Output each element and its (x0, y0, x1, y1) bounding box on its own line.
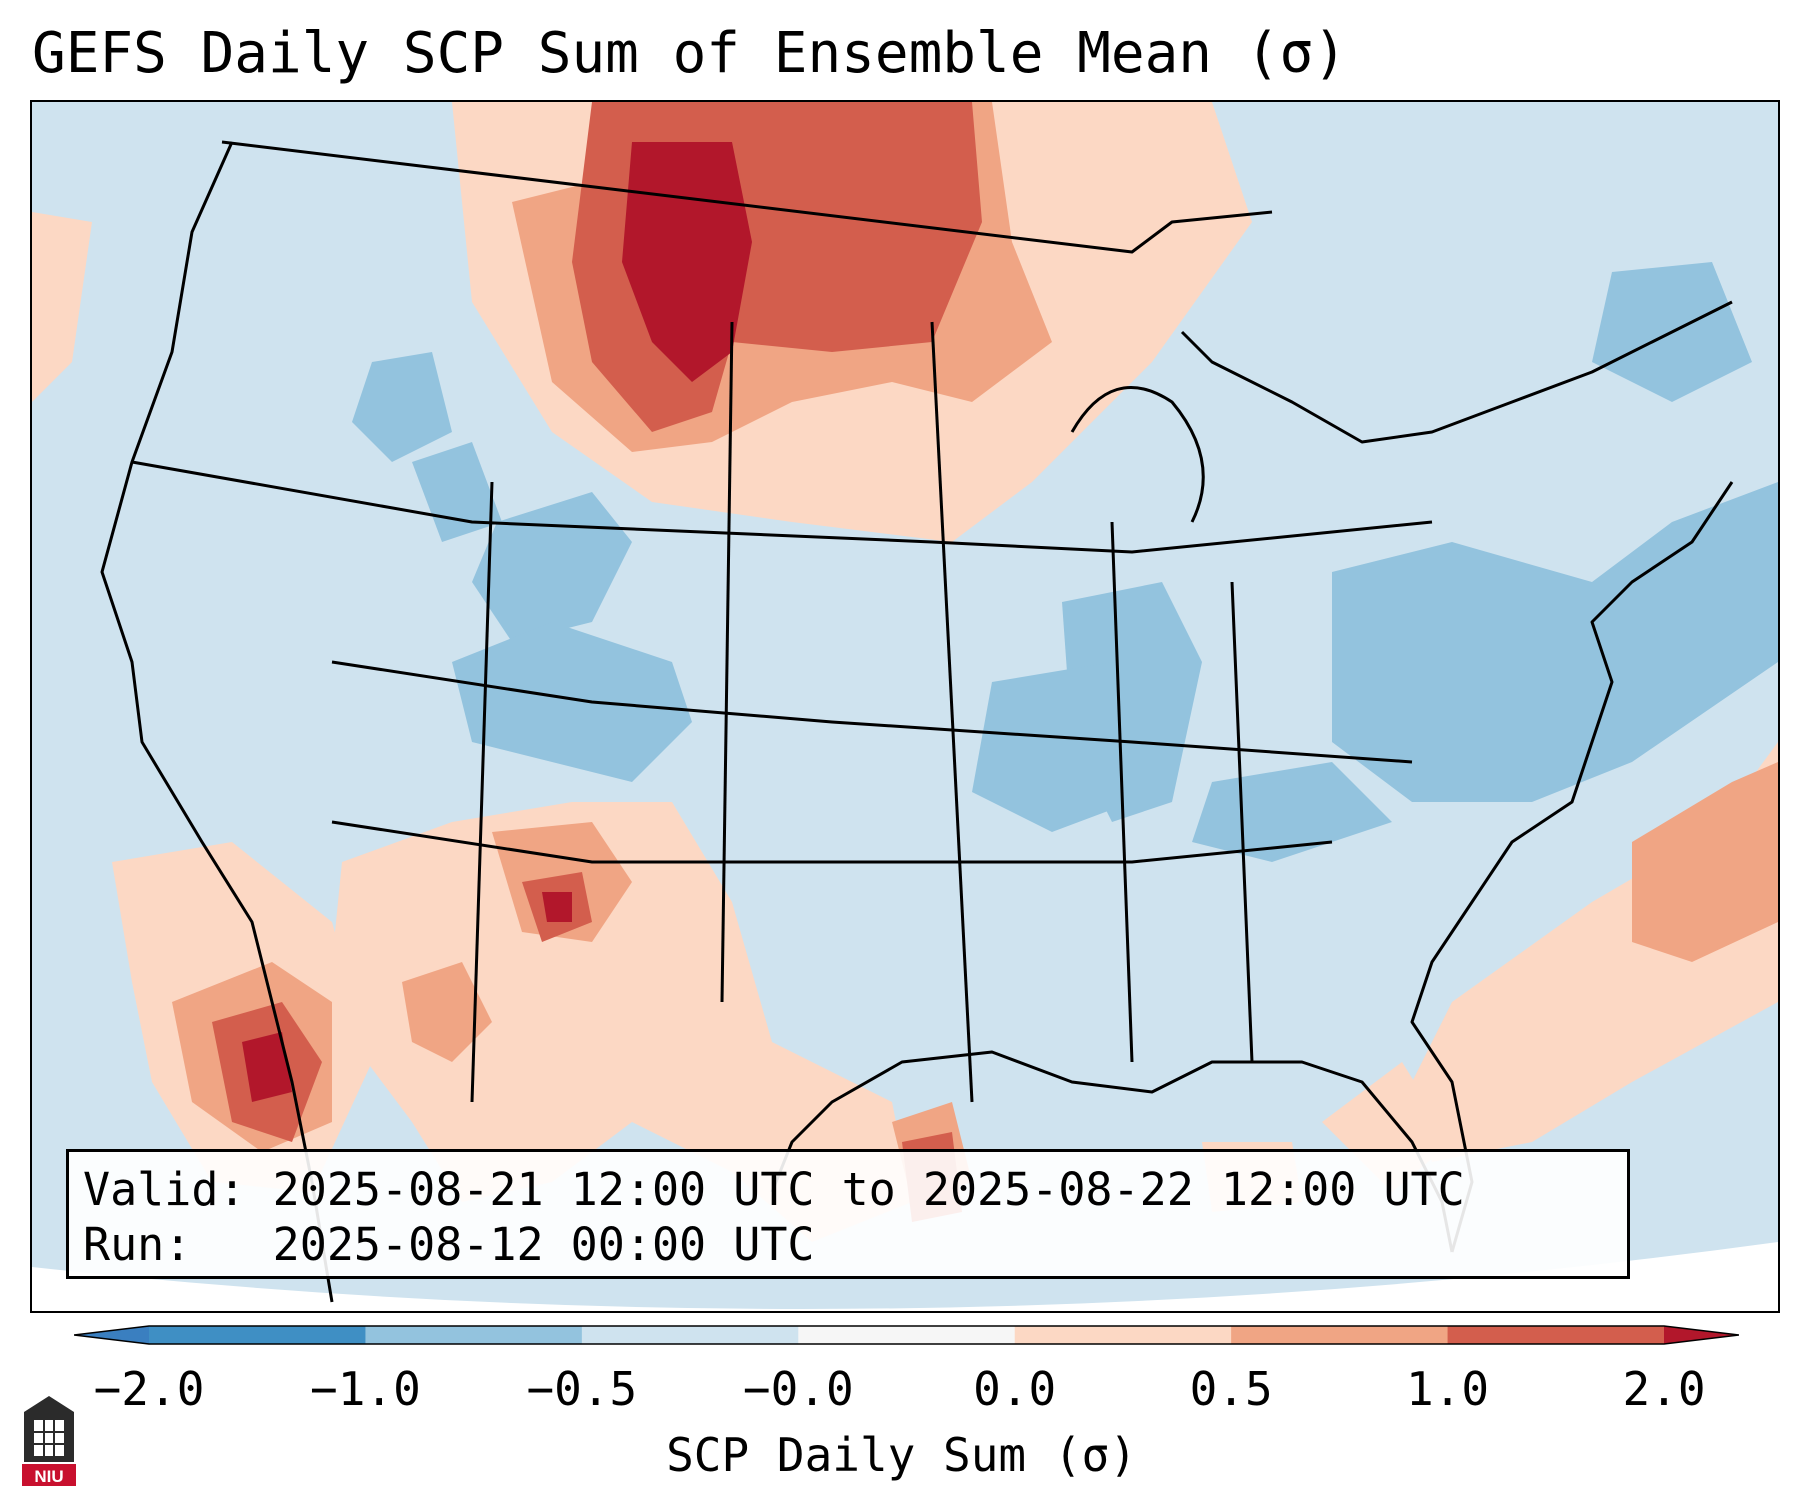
colorbar-tick-label: 2.0 (1622, 1362, 1706, 1416)
us-canada-border (221, 140, 1273, 254)
run-label: Run: (83, 1218, 192, 1271)
state-line-d (470, 481, 494, 1103)
colorbar-tick-label: 1.0 (1406, 1362, 1490, 1416)
great-lakes (1070, 386, 1205, 523)
state-line-h (1230, 581, 1254, 1063)
colorbar-bin (149, 1326, 366, 1344)
colorbar-label: SCP Daily Sum (σ) (666, 1428, 1137, 1482)
colorbar-bin (1231, 1326, 1449, 1344)
state-line-e (720, 321, 734, 1003)
run-line: Run: 2025-08-12 00:00 UTC (83, 1217, 1613, 1272)
colorbar-tick-label: −0.0 (742, 1362, 854, 1416)
map-title: GEFS Daily SCP Sum of Ensemble Mean (σ) (32, 21, 1347, 86)
northern-border-east (1180, 300, 1733, 444)
colorbar-tick-label: 0.0 (973, 1362, 1057, 1416)
map-borders (100, 140, 1734, 1303)
map-panel (30, 100, 1780, 1313)
colorbar-bin (365, 1326, 583, 1344)
state-line-a (131, 460, 1433, 554)
colorbar-bin (1014, 1326, 1232, 1344)
colorbar-bin (581, 1326, 799, 1344)
projection-edge (32, 1242, 1778, 1311)
colorbar-tick-label: −0.5 (526, 1362, 638, 1416)
colorbar-bins (149, 1326, 1665, 1344)
colorbar-bin (798, 1326, 1016, 1344)
valid-label: Valid: (83, 1163, 246, 1216)
colorbar (74, 1325, 1739, 1345)
state-line-f (930, 321, 974, 1103)
colorbar-tick-label: −2.0 (93, 1362, 205, 1416)
scp-map (32, 102, 1778, 1311)
state-line-c (331, 820, 1333, 864)
colorbar-bin (1447, 1326, 1665, 1344)
west-coast (100, 141, 334, 1303)
niu-logo: NIU (22, 1396, 76, 1486)
run-value: 2025-08-12 00:00 UTC (272, 1218, 815, 1271)
colorbar-tick-label: 0.5 (1189, 1362, 1273, 1416)
east-coast (1410, 481, 1734, 1253)
niu-logo-text: NIU (34, 1467, 63, 1486)
valid-run-info-box: Valid: 2025-08-21 12:00 UTC to 2025-08-2… (66, 1149, 1630, 1279)
state-line-b (331, 660, 1413, 764)
valid-line: Valid: 2025-08-21 12:00 UTC to 2025-08-2… (83, 1162, 1613, 1217)
gulf-coast (770, 1050, 1454, 1253)
state-line-g (1110, 521, 1134, 1063)
colorbar-tick-label: −1.0 (310, 1362, 421, 1416)
colorbar-over-arrow (1664, 1326, 1739, 1344)
colorbar-outline (74, 1325, 1739, 1345)
valid-value: 2025-08-21 12:00 UTC to 2025-08-22 12:00… (272, 1163, 1465, 1216)
colorbar-under-arrow (74, 1326, 149, 1344)
